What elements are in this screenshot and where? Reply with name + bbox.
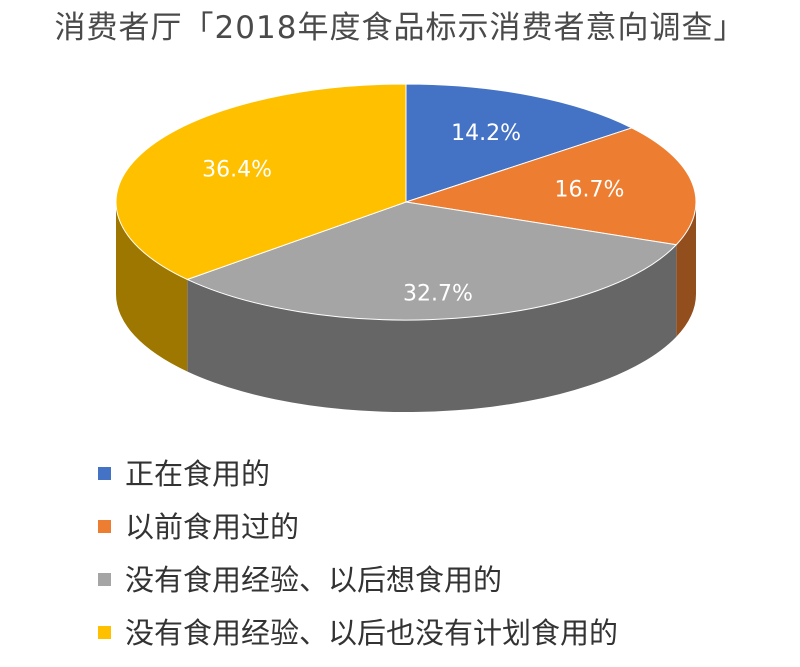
pie-slice-2 bbox=[185, 201, 678, 321]
pie-side-3 bbox=[116, 202, 188, 372]
legend-swatch bbox=[98, 467, 111, 480]
legend-label: 没有食用经验、以后也没有计划食用的 bbox=[125, 615, 619, 650]
pie-side-1 bbox=[676, 202, 696, 337]
legend-swatch bbox=[98, 626, 111, 639]
pie-slice-1 bbox=[405, 127, 697, 246]
pie-chart: 14.2% 16.7% 32.7% 36.4% bbox=[115, 83, 697, 412]
pie-labels: 14.2% 16.7% 32.7% 36.4% bbox=[202, 121, 624, 307]
legend-swatch bbox=[98, 573, 111, 586]
legend-label: 正在食用的 bbox=[125, 456, 271, 491]
slice-label-0: 14.2% bbox=[451, 121, 521, 146]
legend-item: 没有食用经验、以后也没有计划食用的 bbox=[98, 606, 788, 659]
legend-item: 正在食用的 bbox=[98, 447, 788, 500]
pie-side-2 bbox=[187, 244, 677, 412]
pie-slice-3 bbox=[115, 83, 407, 281]
pie-slice-0 bbox=[405, 83, 634, 203]
pie-top bbox=[115, 83, 697, 321]
legend-label: 没有食用经验、以后想食用的 bbox=[125, 562, 503, 597]
legend-label: 以前食用过的 bbox=[125, 509, 300, 544]
legend-swatch bbox=[98, 520, 111, 533]
slice-label-2: 32.7% bbox=[403, 281, 473, 306]
legend-item: 没有食用经验、以后想食用的 bbox=[98, 553, 788, 606]
legend-item: 以前食用过的 bbox=[98, 500, 788, 553]
slice-label-3: 36.4% bbox=[202, 158, 272, 183]
slice-label-1: 16.7% bbox=[554, 177, 624, 202]
pie-sides bbox=[116, 202, 696, 412]
chart-title: 消费者厅「2018年度食品标示消费者意向调查」 bbox=[54, 10, 746, 46]
legend: 正在食用的 以前食用过的 没有食用经验、以后想食用的 没有食用经验、以后也没有计… bbox=[98, 447, 788, 659]
